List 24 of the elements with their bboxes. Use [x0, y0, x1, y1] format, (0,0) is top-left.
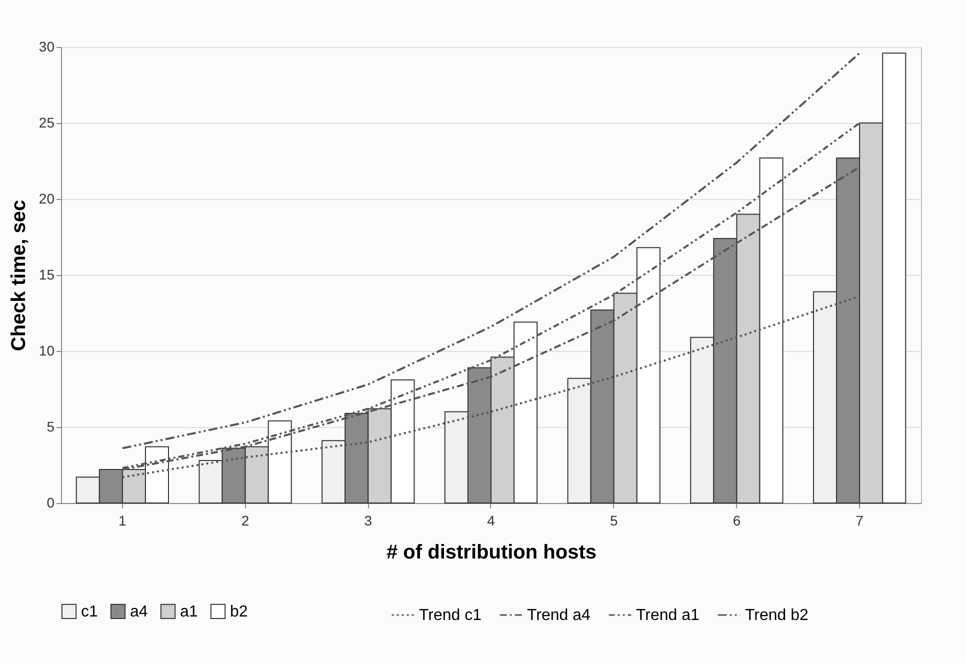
legend-label: b2 [230, 603, 248, 620]
x-tick-label: 4 [487, 512, 496, 528]
legend-label: Trend b2 [745, 607, 809, 624]
y-tick-label: 20 [38, 190, 55, 206]
legend-label: Trend a1 [636, 607, 700, 624]
x-tick-label: 3 [364, 512, 372, 528]
y-tick-label: 15 [38, 266, 55, 282]
legend-label: c1 [81, 603, 98, 620]
y-tick-label: 30 [38, 38, 55, 54]
legend-label: a4 [130, 603, 148, 620]
legend-label: Trend a4 [527, 607, 591, 624]
x-axis-title: # of distribution hosts [386, 542, 596, 564]
y-tick-label: 10 [38, 342, 55, 358]
x-tick-label: 2 [241, 512, 250, 528]
y-tick-label: 25 [38, 114, 55, 130]
y-tick-label: 0 [46, 494, 55, 510]
x-tick-label: 6 [732, 512, 741, 528]
y-axis-title: Check time, sec [8, 200, 30, 352]
legend-label: Trend c1 [419, 607, 482, 624]
x-tick-label: 5 [610, 512, 618, 528]
x-tick-label: 7 [856, 512, 864, 528]
legend-label: a1 [180, 603, 198, 620]
y-tick-label: 5 [46, 418, 55, 434]
x-tick-label: 1 [118, 512, 127, 528]
